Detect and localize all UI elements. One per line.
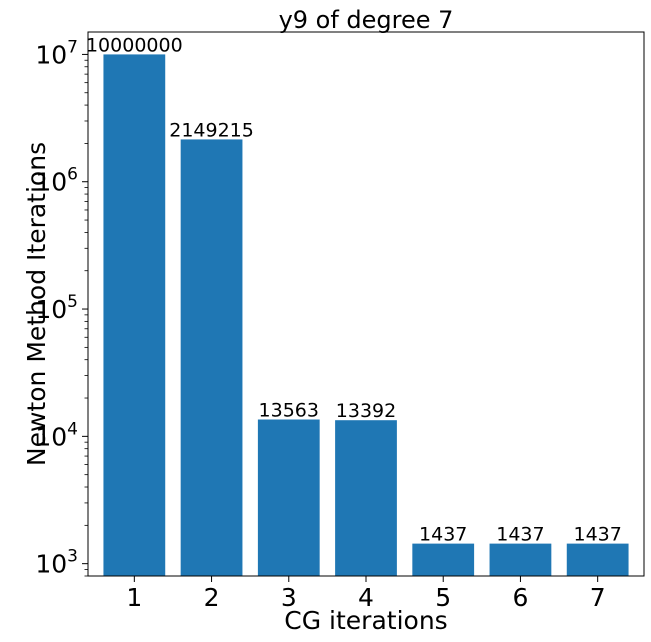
y-axis-ticks: 103 104 105 106 107 — [35, 37, 88, 579]
data-label-6: 1437 — [496, 524, 544, 546]
bar-4 — [335, 420, 397, 576]
x-tick-label-3: 3 — [281, 583, 297, 612]
data-label-3: 13563 — [259, 400, 319, 422]
data-label-4: 13392 — [336, 400, 396, 422]
bar-6 — [489, 543, 552, 576]
bars-group — [103, 54, 629, 577]
x-tick-label-2: 2 — [204, 583, 220, 612]
y-axis-label: Newton Method Iterations — [22, 142, 51, 466]
data-label-1: 10000000 — [86, 34, 183, 56]
x-tick-label-4: 4 — [358, 583, 374, 612]
x-tick-label-1: 1 — [126, 583, 142, 612]
y-tick-label-4: 104 — [35, 419, 78, 451]
bar-7 — [566, 543, 629, 576]
data-labels-group: 10000000 2149215 13563 13392 1437 1437 1437 — [86, 34, 622, 545]
y-tick-label-6: 106 — [35, 165, 78, 197]
x-tick-label-6: 6 — [512, 583, 528, 612]
y-tick-label-7: 107 — [35, 37, 78, 69]
x-tick-label-7: 7 — [590, 583, 606, 612]
y-tick-label-5: 105 — [35, 292, 78, 324]
data-label-5: 1437 — [419, 524, 467, 546]
data-label-2: 2149215 — [169, 119, 254, 141]
bar-1 — [103, 54, 166, 577]
y-axis-minor-ticks — [84, 59, 88, 577]
x-axis-label: CG iterations — [284, 606, 447, 635]
bar-2 — [180, 139, 243, 576]
x-axis-ticks: 1 2 3 4 5 6 7 — [126, 576, 606, 612]
x-tick-label-5: 5 — [435, 583, 451, 612]
bar-3 — [257, 419, 320, 576]
y-tick-label-3: 103 — [35, 547, 78, 579]
data-label-7: 1437 — [573, 524, 621, 546]
chart-title: y9 of degree 7 — [279, 6, 454, 34]
bar-5 — [412, 543, 475, 576]
